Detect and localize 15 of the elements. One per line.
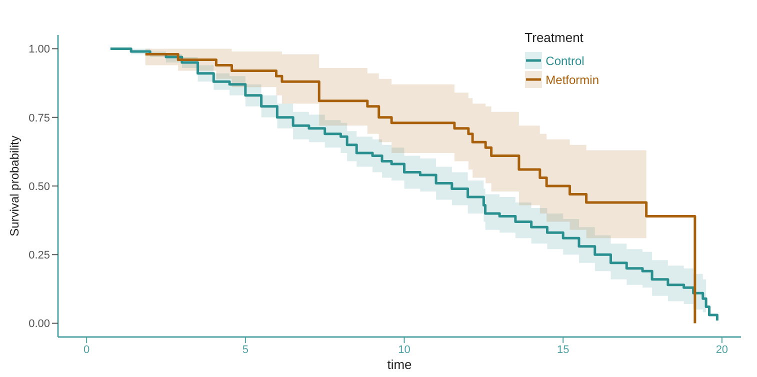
x-tick-label: 5 xyxy=(242,344,248,356)
y-tick-label: 0.25 xyxy=(28,250,50,262)
legend-title: Treatment xyxy=(524,30,584,45)
x-axis-title: time xyxy=(387,357,412,372)
legend-label: Metformin xyxy=(546,72,599,86)
x-tick-label: 10 xyxy=(398,344,410,356)
legend-label: Control xyxy=(546,54,584,68)
x-tick-label: 20 xyxy=(716,344,728,356)
y-tick-label: 0.75 xyxy=(28,112,50,124)
y-tick-label: 1.00 xyxy=(28,44,50,56)
y-tick-label: 0.00 xyxy=(28,318,50,330)
y-tick-label: 0.50 xyxy=(28,180,50,193)
x-tick-label: 15 xyxy=(556,344,570,356)
y-axis-title: Survival probability xyxy=(7,136,22,236)
x-tick-label: 0 xyxy=(84,344,90,356)
